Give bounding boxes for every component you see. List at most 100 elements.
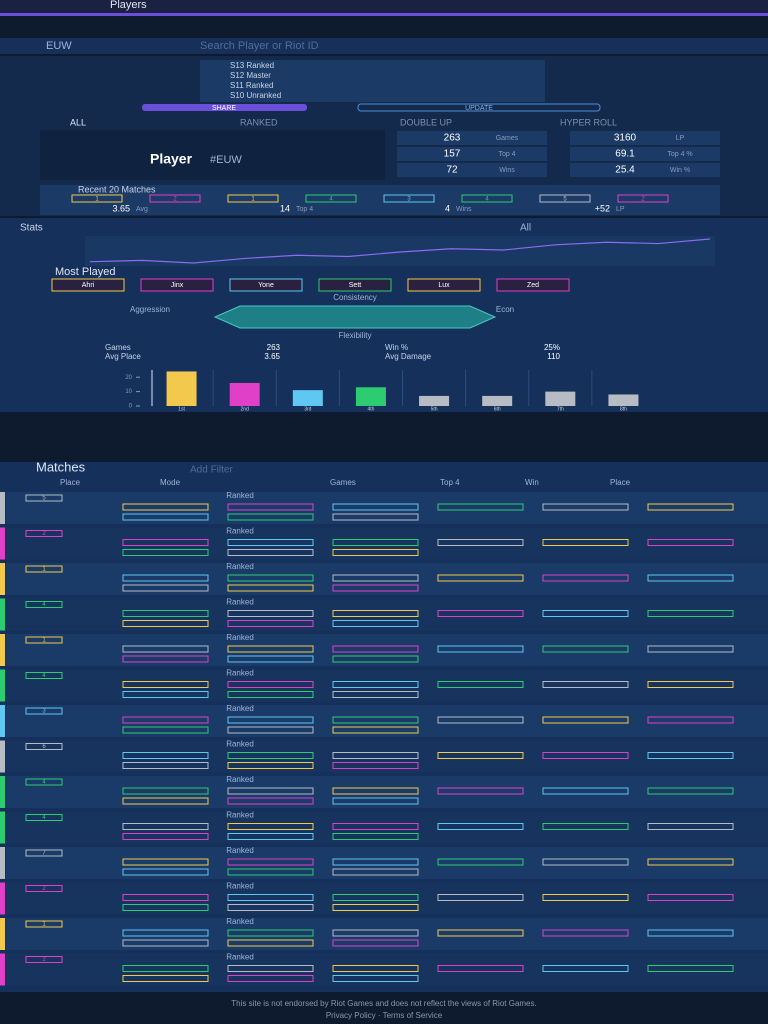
match-row[interactable] xyxy=(6,705,768,737)
match-row[interactable] xyxy=(6,847,768,879)
match-row[interactable] xyxy=(6,527,768,560)
unit-chip[interactable] xyxy=(318,278,392,292)
unit-chip[interactable] xyxy=(229,278,303,292)
unit-slot xyxy=(332,939,419,947)
matches-filter[interactable]: Add Filter xyxy=(190,465,233,476)
match-row[interactable] xyxy=(6,563,768,595)
region[interactable]: EUW xyxy=(46,40,72,52)
unit-slot xyxy=(122,691,209,698)
match-row[interactable] xyxy=(6,918,768,950)
unit-slot xyxy=(437,539,524,546)
search-input[interactable]: Search Player or Riot ID xyxy=(200,40,319,52)
unit-slot xyxy=(332,787,419,795)
column-header[interactable]: Games xyxy=(330,478,356,487)
tab[interactable]: HYPER ROLL xyxy=(560,117,617,127)
unit-slot xyxy=(227,539,314,546)
stat-value: 25.4 xyxy=(615,165,635,176)
place-chip xyxy=(25,601,63,608)
match-row[interactable] xyxy=(6,811,768,844)
match-place: 5 xyxy=(42,496,46,502)
match-mode: Ranked xyxy=(226,633,254,642)
unit-slot xyxy=(227,584,314,592)
unit-slot xyxy=(332,716,419,724)
unit-slot xyxy=(227,894,314,901)
column-header[interactable]: Top 4 xyxy=(440,478,460,487)
unit-slot xyxy=(437,894,524,901)
unit-slot xyxy=(437,823,524,830)
match-row[interactable] xyxy=(6,492,768,524)
row-label: Games xyxy=(105,343,131,352)
unit-slot xyxy=(332,691,419,698)
bar xyxy=(482,395,513,406)
update-label[interactable]: UPDATE xyxy=(465,105,493,112)
unit-slot xyxy=(122,513,209,521)
place-bar xyxy=(0,669,5,702)
unit-slot xyxy=(122,762,209,769)
match-place: 2 xyxy=(42,886,46,892)
summary-value: 3.65 xyxy=(112,203,130,213)
unit-slot xyxy=(332,681,419,688)
unit-slot xyxy=(332,833,419,840)
column-header[interactable]: Place xyxy=(610,478,631,487)
season-item[interactable]: S12 Master xyxy=(230,71,271,80)
tab[interactable]: DOUBLE UP xyxy=(400,117,452,127)
column-header[interactable]: Win xyxy=(525,478,539,487)
place-chip xyxy=(25,920,63,928)
unit-slot xyxy=(227,975,314,982)
season-item[interactable]: S13 Ranked xyxy=(230,61,274,70)
search-bar[interactable] xyxy=(0,38,768,54)
place-bar xyxy=(0,811,5,844)
row-value: 110 xyxy=(547,352,560,361)
unit-slot xyxy=(437,574,524,582)
place-bar xyxy=(0,847,5,879)
match-row[interactable] xyxy=(6,634,768,666)
footer-links[interactable]: Privacy Policy · Terms of Service xyxy=(326,1011,443,1020)
column-header[interactable]: Place xyxy=(60,478,81,487)
share-label[interactable]: SHARE xyxy=(212,105,236,112)
match-row[interactable] xyxy=(6,740,768,773)
unit-chip[interactable] xyxy=(496,278,570,292)
tab[interactable]: RANKED xyxy=(240,117,278,127)
match-row[interactable] xyxy=(6,598,768,631)
unit-chip[interactable] xyxy=(51,278,125,292)
summary-label: Avg xyxy=(136,206,148,213)
unit-slot xyxy=(227,574,314,582)
unit-slot xyxy=(437,610,524,617)
unit-chip[interactable] xyxy=(140,278,214,292)
update-button[interactable] xyxy=(357,103,601,112)
match-row[interactable] xyxy=(6,776,768,808)
stats-filter[interactable]: All xyxy=(520,223,531,234)
match-place: 1 xyxy=(42,567,46,573)
season-item[interactable]: S11 Ranked xyxy=(230,81,273,90)
unit-slot xyxy=(332,868,419,876)
stat-box xyxy=(397,131,547,145)
recent-chip xyxy=(71,194,123,203)
unit-slot xyxy=(647,539,734,546)
unit-slot xyxy=(542,610,629,617)
unit-slot xyxy=(332,929,419,937)
unit-slot xyxy=(332,904,419,911)
unit-slot xyxy=(542,574,629,582)
place-bar xyxy=(0,705,5,737)
tab[interactable]: ALL xyxy=(70,117,86,127)
match-row[interactable] xyxy=(6,953,768,986)
match-row[interactable] xyxy=(6,882,768,915)
recent-place: 4 xyxy=(485,197,489,203)
season-item[interactable]: S10 Unranked xyxy=(230,91,281,100)
match-row[interactable] xyxy=(6,669,768,702)
unit-chip[interactable] xyxy=(407,278,481,292)
unit-slot xyxy=(122,716,209,724)
share-button[interactable] xyxy=(142,104,307,111)
unit-slot xyxy=(122,797,209,805)
match-mode: Ranked xyxy=(226,669,254,678)
column-header[interactable]: Mode xyxy=(160,478,181,487)
place-chip xyxy=(25,885,63,892)
unit-slot xyxy=(542,787,629,795)
place-bar xyxy=(0,563,5,595)
unit-slot xyxy=(437,929,524,937)
stat-box xyxy=(570,163,720,177)
unit-slot xyxy=(227,904,314,911)
unit-slot xyxy=(332,752,419,759)
unit-slot xyxy=(647,503,734,511)
unit-slot xyxy=(227,752,314,759)
